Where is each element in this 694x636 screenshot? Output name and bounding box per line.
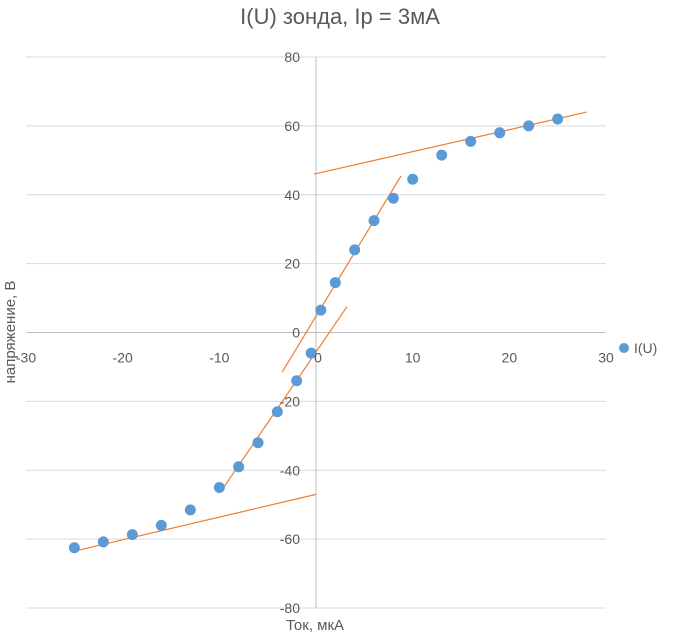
y-tick-label: 60: [284, 118, 300, 134]
trend-line: [220, 306, 348, 492]
data-point: [97, 536, 109, 548]
y-tick-label: 0: [292, 325, 300, 341]
x-tick-label: 10: [405, 350, 421, 366]
x-tick-label: -30: [16, 350, 36, 366]
y-axis-title: напряжение, В: [2, 281, 19, 384]
data-point: [436, 149, 448, 161]
trend-line: [313, 111, 587, 175]
axes: [26, 57, 606, 608]
data-point: [305, 347, 317, 359]
data-point: [494, 127, 506, 139]
y-tick-label: -80: [280, 600, 300, 616]
data-point: [184, 504, 196, 516]
y-tick-label: -20: [280, 393, 300, 409]
y-tick-label: -40: [280, 462, 300, 478]
x-tick-label: 0: [314, 350, 322, 366]
y-tick-label: 40: [284, 187, 300, 203]
trend-line: [281, 175, 402, 373]
trend-line: [74, 493, 317, 552]
x-tick-label: 30: [598, 350, 614, 366]
legend-label: I(U): [634, 340, 657, 356]
data-point: [233, 461, 245, 473]
data-point: [68, 542, 80, 554]
x-axis-title: Ток, мкА: [286, 617, 344, 634]
legend-marker: [619, 343, 629, 353]
legend: I(U): [619, 340, 657, 356]
y-tick-label: 80: [284, 49, 300, 65]
data-points: [68, 113, 564, 554]
data-point: [552, 113, 564, 125]
data-point: [213, 481, 225, 493]
data-point: [465, 135, 477, 147]
data-point: [387, 192, 399, 204]
data-point: [523, 120, 535, 132]
data-point: [407, 173, 419, 185]
data-point: [315, 304, 327, 316]
y-tick-label: -60: [280, 531, 300, 547]
x-tick-label: 20: [502, 350, 518, 366]
trend-lines: [74, 111, 587, 552]
data-point: [349, 244, 361, 256]
chart-title: I(U) зонда, Ip = 3мА: [240, 4, 440, 29]
data-point: [252, 437, 264, 449]
tick-labels: 80 60 40 20 0 -20 -40 -60 -80 -30 -20 -10 0 10 20 30: [16, 49, 614, 616]
y-tick-label: 20: [284, 256, 300, 272]
x-tick-label: -20: [113, 350, 133, 366]
data-point: [155, 519, 167, 531]
data-point: [368, 215, 380, 227]
data-point: [271, 406, 283, 418]
data-point: [126, 529, 138, 541]
x-tick-label: -10: [209, 350, 229, 366]
data-point: [291, 375, 303, 387]
data-point: [329, 277, 341, 289]
